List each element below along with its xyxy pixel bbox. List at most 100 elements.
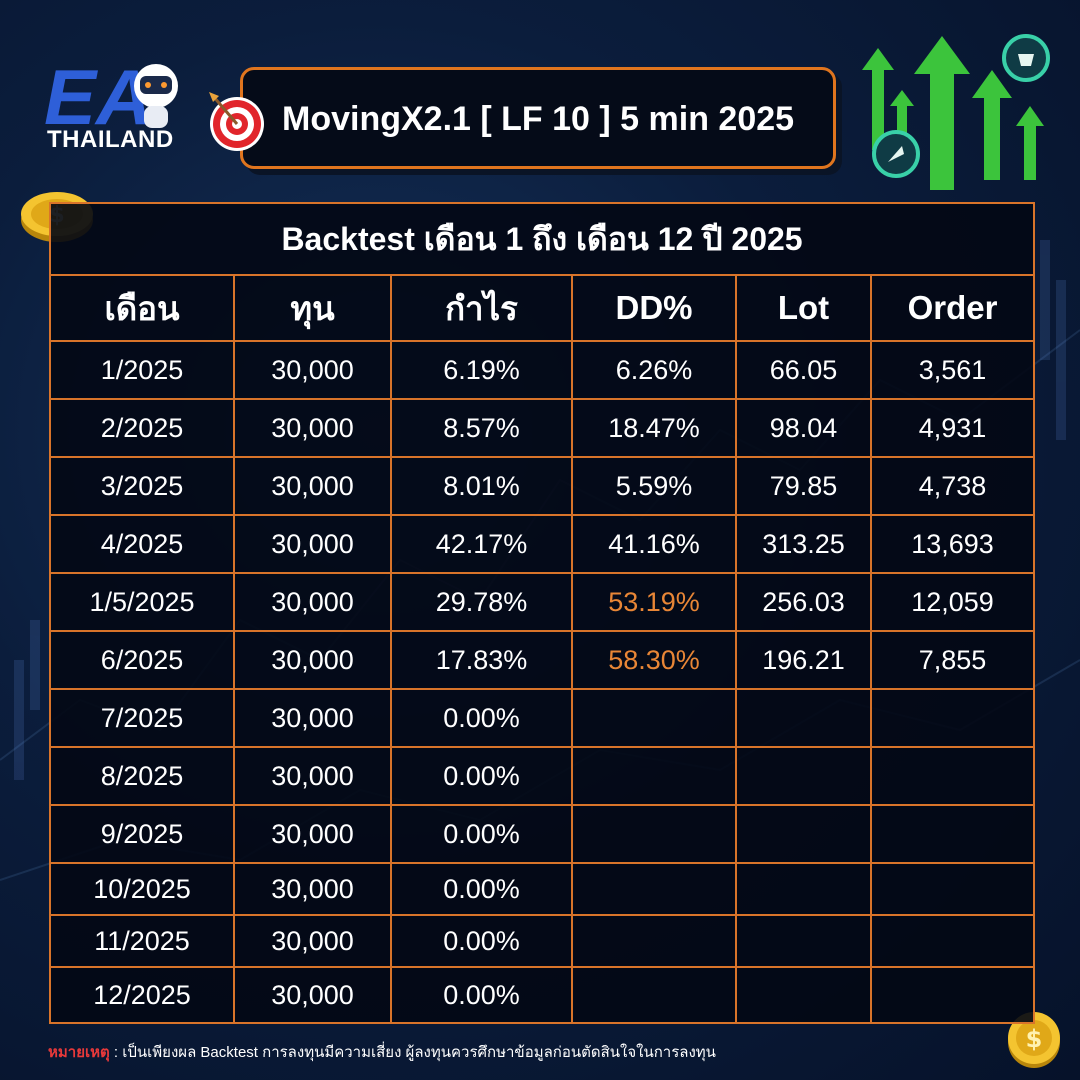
table-cell-profit: 8.57% xyxy=(390,398,573,458)
table-cell-lot: 66.05 xyxy=(735,340,872,400)
table-cell-dd: 18.47% xyxy=(571,398,737,458)
brand-logo: EA xyxy=(44,40,194,152)
table-cell-order: 7,855 xyxy=(869,630,1036,690)
table-cell-capital: 30,000 xyxy=(233,398,392,458)
table-cell-profit: 8.01% xyxy=(390,456,573,516)
brand-name: THAILAND xyxy=(47,126,174,153)
column-header: Lot xyxy=(735,274,872,342)
column-header: เดือน xyxy=(49,274,235,342)
table-cell-lot xyxy=(735,966,872,1024)
table-row: 7/2025 30,000 0.00% xyxy=(49,688,1036,748)
table-row: 4/2025 30,000 42.17% 41.16% 313.25 13,693 xyxy=(49,514,1036,574)
growth-arrows-decoration xyxy=(862,34,1050,190)
ea-robot-logo-icon: EA xyxy=(44,53,178,130)
table-cell-lot xyxy=(735,804,872,864)
table-cell-lot xyxy=(735,746,872,806)
table-cell-capital: 30,000 xyxy=(233,804,392,864)
table-row: 2/2025 30,000 8.57% 18.47% 98.04 4,931 xyxy=(49,398,1036,458)
table-cell-month: 1/5/2025 xyxy=(49,572,235,632)
table-row: 3/2025 30,000 8.01% 5.59% 79.85 4,738 xyxy=(49,456,1036,516)
backtest-table: Backtest เดือน 1 ถึง เดือน 12 ปี 2025 เด… xyxy=(48,202,1036,1024)
table-cell-lot xyxy=(735,862,872,916)
table-body: 1/2025 30,000 6.19% 6.26% 66.05 3,561 2/2025 30… xyxy=(49,340,1036,1024)
table-cell-capital: 30,000 xyxy=(233,966,392,1024)
table-cell-profit: 0.00% xyxy=(390,862,573,916)
table-cell-order: 4,738 xyxy=(869,456,1036,516)
table-cell-profit: 17.83% xyxy=(390,630,573,690)
table-row: 1/2025 30,000 6.19% 6.26% 66.05 3,561 xyxy=(49,340,1036,400)
table-caption: Backtest เดือน 1 ถึง เดือน 12 ปี 2025 xyxy=(48,202,1036,276)
table-cell-profit: 42.17% xyxy=(390,514,573,574)
table-cell-order: 4,931 xyxy=(869,398,1036,458)
table-cell-dd xyxy=(571,914,737,968)
table-row: 9/2025 30,000 0.00% xyxy=(49,804,1036,864)
table-cell-month: 9/2025 xyxy=(49,804,235,864)
table-cell-dd xyxy=(571,804,737,864)
table-cell-capital: 30,000 xyxy=(233,456,392,516)
table-cell-capital: 30,000 xyxy=(233,914,392,968)
svg-text:EA: EA xyxy=(44,53,152,130)
table-cell-order xyxy=(869,966,1036,1024)
table-cell-dd xyxy=(571,746,737,806)
table-cell-order xyxy=(869,804,1036,864)
table-cell-lot: 196.21 xyxy=(735,630,872,690)
table-cell-dd: 6.26% xyxy=(571,340,737,400)
table-cell-order xyxy=(869,688,1036,748)
table-cell-lot: 79.85 xyxy=(735,456,872,516)
table-cell-profit: 0.00% xyxy=(390,688,573,748)
table-cell-profit: 0.00% xyxy=(390,746,573,806)
table-cell-month: 2/2025 xyxy=(49,398,235,458)
table-cell-lot: 256.03 xyxy=(735,572,872,632)
table-cell-month: 6/2025 xyxy=(49,630,235,690)
disclaimer-note: หมายเหตุ : เป็นเพียงผล Backtest การลงทุน… xyxy=(48,1040,948,1064)
column-header: ทุน xyxy=(233,274,392,342)
table-cell-month: 4/2025 xyxy=(49,514,235,574)
table-cell-month: 10/2025 xyxy=(49,862,235,916)
table-cell-lot xyxy=(735,914,872,968)
target-icon xyxy=(209,92,264,151)
table-cell-profit: 0.00% xyxy=(390,966,573,1024)
table-cell-month: 7/2025 xyxy=(49,688,235,748)
table-cell-capital: 30,000 xyxy=(233,862,392,916)
column-header: Order xyxy=(869,274,1036,342)
table-cell-dd: 58.30% xyxy=(571,630,737,690)
table-cell-order xyxy=(869,862,1036,916)
table-row: 12/2025 30,000 0.00% xyxy=(49,966,1036,1024)
page-title: MovingX2.1 [ LF 10 ] 5 min 2025 xyxy=(282,100,795,138)
table-cell-lot: 98.04 xyxy=(735,398,872,458)
table-cell-profit: 0.00% xyxy=(390,804,573,864)
table-cell-dd: 5.59% xyxy=(571,456,737,516)
table-cell-capital: 30,000 xyxy=(233,514,392,574)
table-cell-order xyxy=(869,746,1036,806)
table-cell-capital: 30,000 xyxy=(233,688,392,748)
table-cell-order xyxy=(869,914,1036,968)
table-cell-order: 12,059 xyxy=(869,572,1036,632)
table-row: 6/2025 30,000 17.83% 58.30% 196.21 7,855 xyxy=(49,630,1036,690)
column-header: DD% xyxy=(571,274,737,342)
table-cell-month: 12/2025 xyxy=(49,966,235,1024)
table-cell-profit: 6.19% xyxy=(390,340,573,400)
table-cell-month: 8/2025 xyxy=(49,746,235,806)
table-cell-order: 13,693 xyxy=(869,514,1036,574)
table-cell-capital: 30,000 xyxy=(233,746,392,806)
table-cell-lot: 313.25 xyxy=(735,514,872,574)
table-row: 10/2025 30,000 0.00% xyxy=(49,862,1036,916)
table-cell-capital: 30,000 xyxy=(233,340,392,400)
table-cell-dd xyxy=(571,966,737,1024)
note-label: หมายเหตุ xyxy=(48,1044,110,1061)
table-header-row: เดือน ทุน กำไร DD% Lot Order xyxy=(49,274,1036,342)
table-cell-dd xyxy=(571,862,737,916)
svg-text:$: $ xyxy=(1026,1025,1043,1053)
table-cell-capital: 30,000 xyxy=(233,630,392,690)
table-row: 8/2025 30,000 0.00% xyxy=(49,746,1036,806)
table-cell-dd: 41.16% xyxy=(571,514,737,574)
table-cell-month: 11/2025 xyxy=(49,914,235,968)
table-cell-lot xyxy=(735,688,872,748)
table-cell-dd: 53.19% xyxy=(571,572,737,632)
column-header: กำไร xyxy=(390,274,573,342)
title-panel xyxy=(240,67,836,169)
table-cell-capital: 30,000 xyxy=(233,572,392,632)
table-cell-dd xyxy=(571,688,737,748)
table-cell-month: 1/2025 xyxy=(49,340,235,400)
table-cell-month: 3/2025 xyxy=(49,456,235,516)
